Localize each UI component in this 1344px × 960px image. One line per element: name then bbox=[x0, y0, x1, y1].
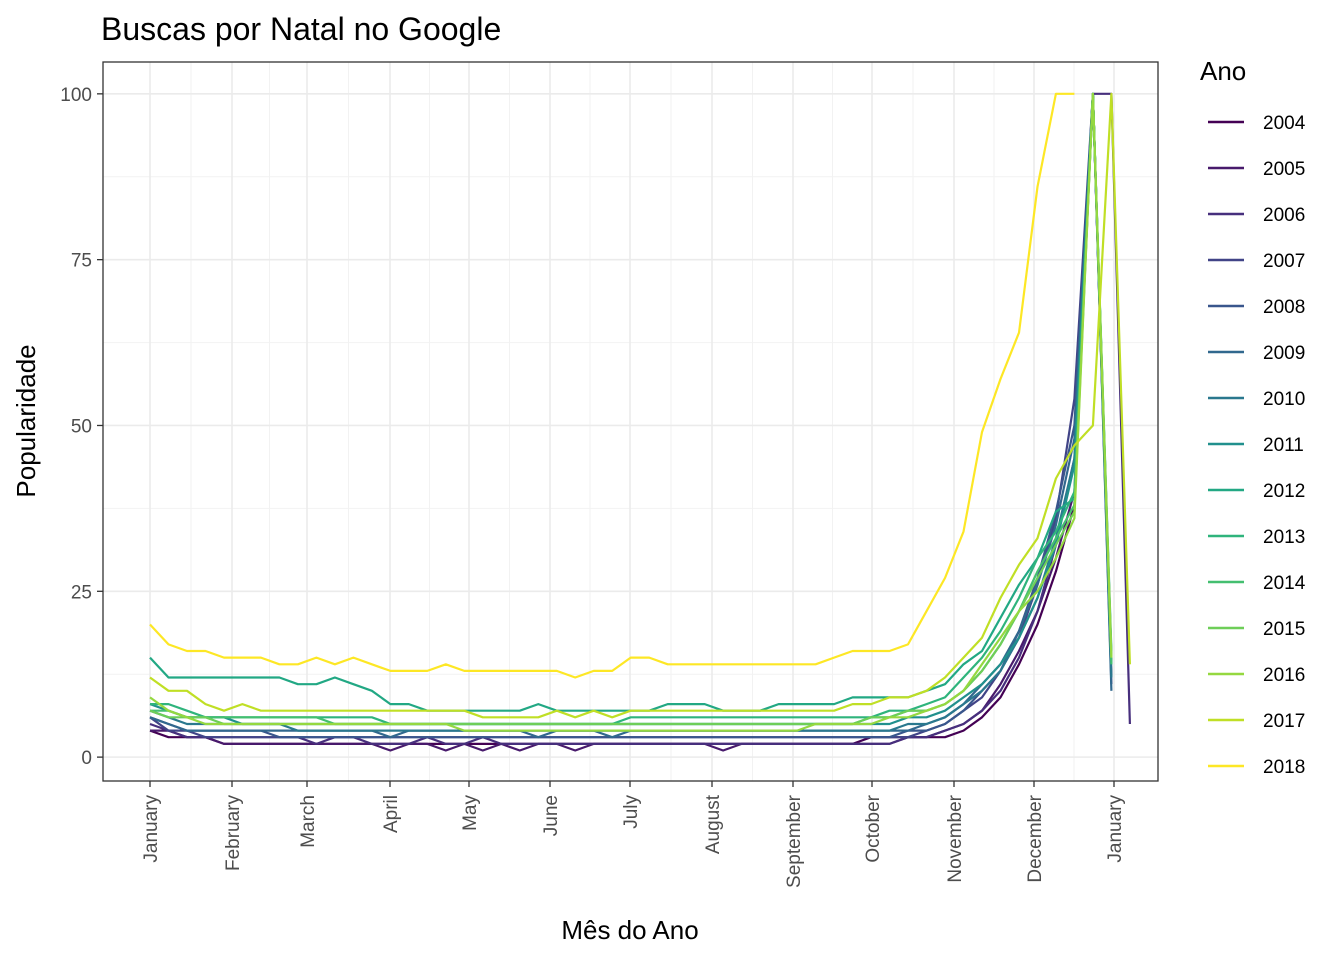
x-tick-label: October bbox=[863, 794, 884, 862]
legend-label-2016: 2016 bbox=[1263, 665, 1305, 686]
y-axis-title: Popularidade bbox=[11, 344, 41, 497]
series-line-2008 bbox=[149, 92, 1113, 739]
legend-label-2009: 2009 bbox=[1263, 343, 1305, 364]
x-tick-label: April bbox=[381, 795, 402, 833]
y-tick-label: 0 bbox=[81, 748, 92, 769]
series-line-2017 bbox=[149, 92, 1131, 719]
x-tick-label: September bbox=[784, 794, 805, 888]
series-line-2006 bbox=[149, 92, 1131, 746]
x-tick-label: May bbox=[460, 795, 481, 831]
x-tick-label: March bbox=[298, 795, 319, 848]
legend-title: Ano bbox=[1200, 56, 1246, 86]
x-axis-title: Mês do Ano bbox=[561, 915, 698, 945]
legend-label-2006: 2006 bbox=[1263, 205, 1305, 226]
legend-items: 2004 2005 2006 2007 2008 2009 2010 2011 2012 2013… bbox=[1208, 113, 1306, 778]
x-axis: January February March April May June July Augu… bbox=[141, 781, 1126, 888]
x-tick-label: February bbox=[223, 795, 244, 872]
x-tick-label: January bbox=[141, 795, 162, 863]
legend-label-2005: 2005 bbox=[1263, 159, 1305, 180]
legend-label-2011: 2011 bbox=[1263, 435, 1304, 456]
legend: Ano 2004 2005 2006 2007 2008 2009 2010 2011 2012… bbox=[1200, 56, 1306, 778]
legend-label-2013: 2013 bbox=[1263, 527, 1305, 548]
x-tick-label: January bbox=[1105, 795, 1126, 863]
legend-label-2017: 2017 bbox=[1263, 711, 1305, 732]
x-tick-label: December bbox=[1025, 794, 1046, 882]
x-tick-label: November bbox=[945, 794, 966, 882]
series-line-2016 bbox=[149, 92, 1113, 732]
x-tick-label: June bbox=[541, 795, 562, 836]
x-tick-label: July bbox=[621, 795, 642, 829]
chart-title: Buscas por Natal no Google bbox=[101, 11, 501, 47]
y-tick-label: 50 bbox=[71, 416, 92, 437]
legend-label-2004: 2004 bbox=[1263, 113, 1306, 134]
plot-panel bbox=[102, 61, 1159, 782]
y-axis: 0 25 50 75 100 bbox=[60, 85, 103, 769]
legend-label-2008: 2008 bbox=[1263, 297, 1305, 318]
series-line-2018 bbox=[149, 92, 1075, 679]
legend-label-2007: 2007 bbox=[1263, 251, 1305, 272]
legend-label-2014: 2014 bbox=[1263, 573, 1306, 594]
x-tick-label: August bbox=[703, 794, 724, 854]
legend-label-2018: 2018 bbox=[1263, 757, 1305, 778]
y-tick-label: 100 bbox=[60, 85, 92, 106]
y-tick-label: 25 bbox=[71, 582, 92, 603]
series-lines bbox=[149, 92, 1131, 752]
y-tick-label: 75 bbox=[71, 251, 92, 272]
legend-label-2010: 2010 bbox=[1263, 389, 1305, 410]
legend-label-2012: 2012 bbox=[1263, 481, 1305, 502]
legend-label-2015: 2015 bbox=[1263, 619, 1305, 640]
